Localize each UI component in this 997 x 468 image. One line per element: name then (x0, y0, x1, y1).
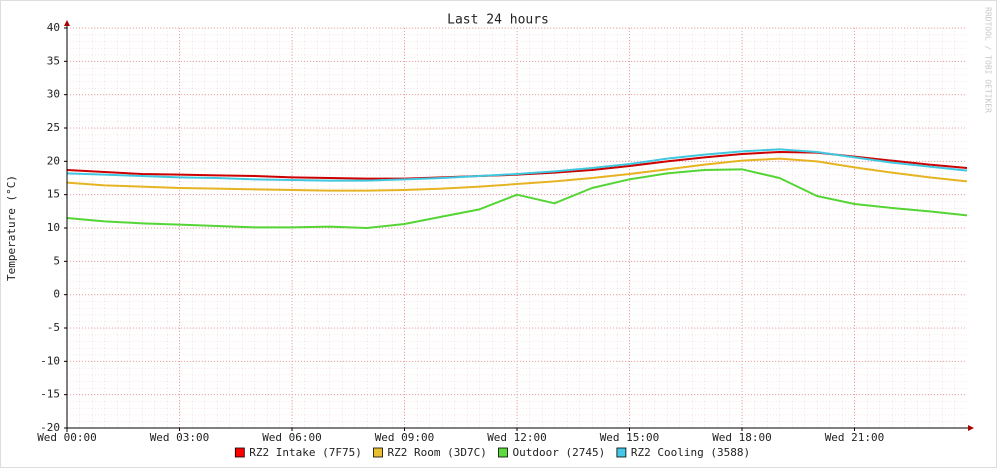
y-tick-label: -20 (40, 421, 60, 434)
y-tick-label: 20 (47, 154, 60, 167)
series-line (66, 148, 968, 182)
grid-layer: -20 -15 -10 -5 0 5 10 15 20 25 30 35 40 Wed 00:00 Wed … (37, 21, 967, 444)
x-tick-label: Wed 06:00 (262, 431, 322, 444)
y-axis-label: Temperature (°C) (5, 175, 18, 281)
series-line (66, 157, 968, 192)
x-arrow (968, 425, 974, 431)
legend-label: RZ2 Cooling (3588) (631, 446, 750, 459)
lines-layer (66, 148, 968, 229)
y-tick-label: -10 (40, 354, 60, 367)
legend-swatch (373, 447, 383, 458)
y-tick-label: 5 (53, 254, 60, 267)
y-tick-label: -15 (40, 388, 60, 401)
y-tick-label: 40 (47, 21, 60, 34)
legend-swatch (616, 447, 627, 458)
legend-label: RZ2 Room (3D7C) (388, 446, 487, 459)
series-line (66, 168, 968, 229)
x-tick-label: Wed 03:00 (150, 431, 210, 444)
legend-swatch (498, 447, 508, 458)
x-tick-label: Wed 18:00 (712, 431, 772, 444)
y-tick-label: 10 (47, 221, 60, 234)
y-tick-label: 15 (47, 188, 60, 201)
chart-title: Last 24 hours (447, 13, 549, 28)
x-tick-label: Wed 00:00 (37, 431, 97, 444)
x-tick-label: Wed 09:00 (375, 431, 435, 444)
y-arrow (64, 20, 70, 26)
x-tick-label: Wed 21:00 (825, 431, 885, 444)
y-tick-label: 35 (47, 54, 60, 67)
y-tick-label: 25 (47, 121, 60, 134)
legend-label: Outdoor (2745) (513, 446, 606, 459)
legend-swatch (234, 447, 245, 458)
y-tick-label: -5 (47, 321, 60, 334)
watermark: RRDTOOL / TOBI OETIKER (984, 7, 993, 113)
axes (64, 20, 974, 432)
legend: RZ2 Intake (7F75) RZ2 Room (3D7C) Outdoor … (234, 446, 750, 459)
x-tick-label: Wed 12:00 (487, 431, 547, 444)
x-tick-label: Wed 15:00 (600, 431, 660, 444)
legend-label: RZ2 Intake (7F75) (249, 446, 362, 459)
y-tick-label: 0 (53, 288, 60, 301)
y-tick-label: 30 (47, 88, 60, 101)
